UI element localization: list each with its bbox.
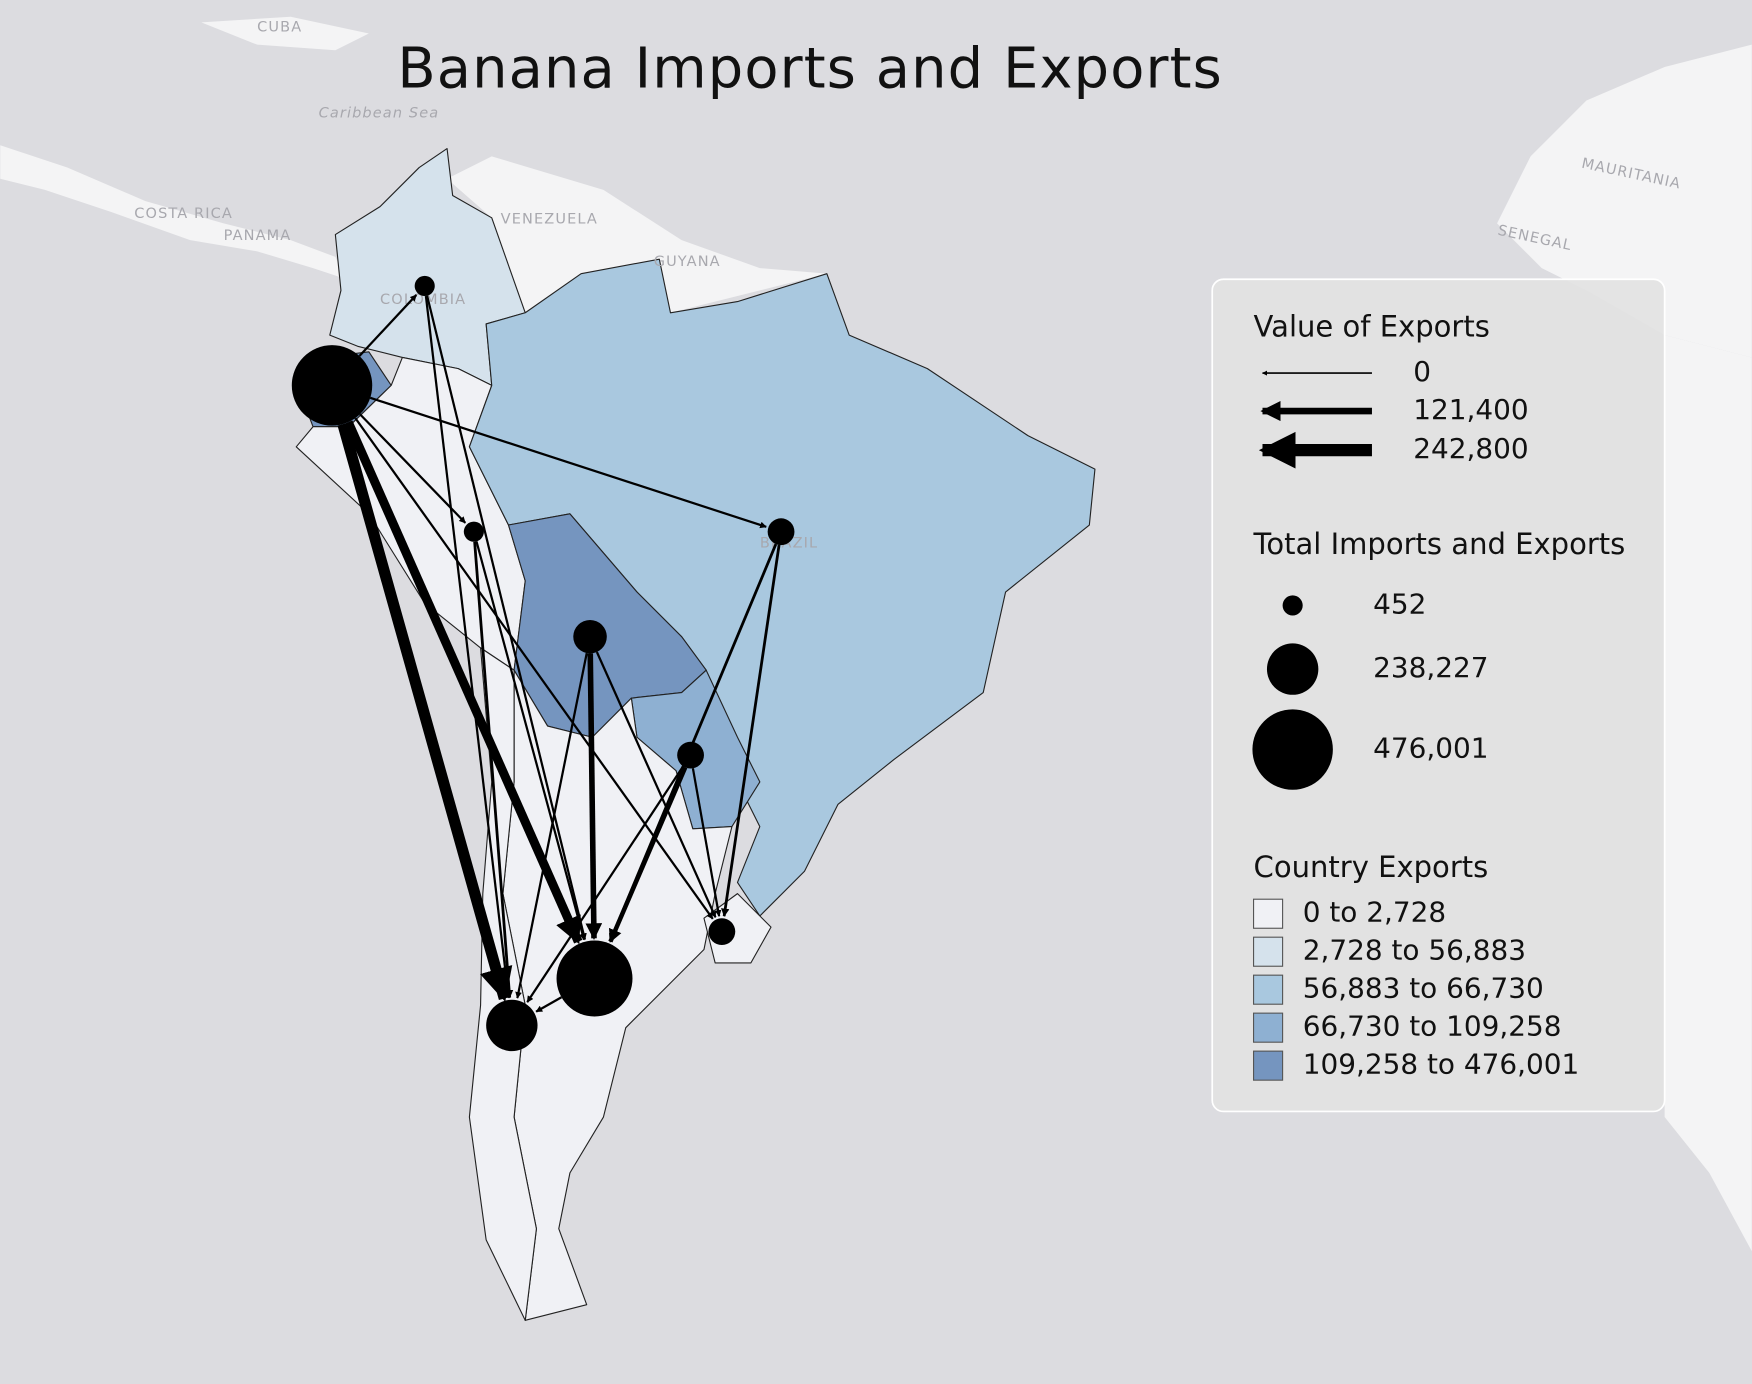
flow-arrow <box>515 652 588 999</box>
country-node <box>291 345 373 426</box>
legend-circle <box>1282 595 1303 616</box>
flow-arrow <box>369 396 767 529</box>
legend-label: 2,728 to 56,883 <box>1303 934 1526 967</box>
legend-swatch <box>1252 1012 1284 1043</box>
country-node <box>677 741 704 769</box>
legend-label: 0 <box>1413 355 1431 388</box>
map-label: COSTA RICA <box>134 206 233 222</box>
country-node <box>708 918 736 946</box>
flow-arrow <box>691 768 722 917</box>
central-america <box>0 145 347 280</box>
legend-circle <box>1252 709 1333 790</box>
legend-label: 109,258 to 476,001 <box>1303 1048 1580 1081</box>
flow-arrow <box>358 294 418 357</box>
map-label: GUYANA <box>654 254 721 270</box>
flow-arrow <box>595 651 717 918</box>
map-title: Banana Imports and Exports <box>397 37 1222 102</box>
legend-label: 66,730 to 109,258 <box>1303 1010 1562 1043</box>
flows <box>337 294 781 1013</box>
legend-title: Country Exports <box>1254 850 1489 884</box>
map-label: PANAMA <box>224 228 292 244</box>
flow-arrow <box>585 653 603 940</box>
flow-arrow <box>359 413 467 524</box>
flow-arrow <box>535 996 563 1013</box>
legend-swatch <box>1252 974 1284 1005</box>
legend-box <box>1211 278 1666 1113</box>
legend-label: 452 <box>1373 587 1426 620</box>
map-label: Caribbean Sea <box>319 105 440 121</box>
flow-arrow <box>337 422 513 1002</box>
flow-arrow <box>424 295 512 999</box>
flow-arrow <box>473 541 514 999</box>
map-label: COLOMBIA <box>380 292 466 308</box>
flow-arrow <box>721 544 781 917</box>
legend-label: 121,400 <box>1413 393 1528 426</box>
flow-arrow <box>426 295 587 941</box>
legend-swatch <box>1252 1050 1284 1081</box>
nodes <box>291 275 795 1052</box>
flow-arrow <box>608 766 688 943</box>
flow-arrow <box>526 765 685 1003</box>
legend-label: 476,001 <box>1373 732 1488 765</box>
legend-label: 56,883 to 66,730 <box>1303 972 1544 1005</box>
country-node <box>463 521 484 542</box>
flow-arrow <box>475 541 586 941</box>
legend-title: Total Imports and Exports <box>1253 527 1626 561</box>
country-node <box>486 999 538 1052</box>
venezuela-land <box>447 156 827 313</box>
legend-swatch <box>1252 936 1284 967</box>
flow-arrow <box>344 420 583 945</box>
country-node <box>414 275 435 297</box>
legend-swatch <box>1252 898 1284 929</box>
map-label: VENEZUELA <box>501 211 598 227</box>
africa-land <box>1664 335 1752 1252</box>
legend-circle <box>1266 643 1319 695</box>
country-node <box>767 518 795 546</box>
legend-label: 242,800 <box>1413 432 1528 465</box>
legend-items: 0 121,400 242,800 452 238,227 476,001 0 to 2,7… <box>1252 355 1579 1081</box>
cuba-land <box>201 16 369 51</box>
legend-label: 238,227 <box>1373 651 1488 684</box>
africa-land <box>1497 44 1752 358</box>
country-node <box>573 619 607 654</box>
legend-title: Value of Exports <box>1254 309 1490 343</box>
country-node <box>556 940 633 1017</box>
map-label: CUBA <box>257 19 302 35</box>
legend-label: 0 to 2,728 <box>1303 896 1446 929</box>
